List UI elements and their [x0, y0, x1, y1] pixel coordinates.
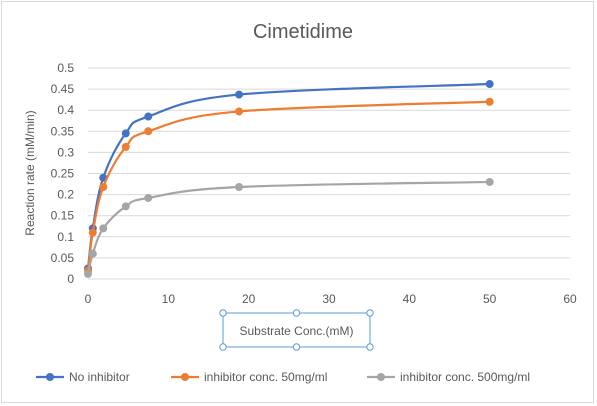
- legend-item: inhibitor conc. 50mg/ml: [171, 370, 327, 384]
- data-point: [144, 112, 153, 121]
- x-tick-label: 30: [322, 292, 336, 306]
- y-tick-label: 0.1: [57, 230, 74, 244]
- legend-label: No inhibitor: [69, 370, 130, 384]
- data-point: [121, 129, 130, 138]
- x-tick-label: 60: [563, 292, 577, 306]
- data-point: [99, 224, 108, 233]
- legend-marker: [377, 373, 385, 381]
- data-point: [121, 142, 130, 151]
- y-tick-label: 0: [67, 272, 74, 286]
- series-3: [84, 177, 494, 278]
- data-point: [235, 107, 244, 116]
- data-point: [235, 183, 244, 192]
- data-point: [88, 249, 97, 258]
- data-point: [485, 80, 494, 89]
- legend-label: inhibitor conc. 50mg/ml: [204, 370, 327, 384]
- legend-marker: [46, 373, 54, 381]
- x-axis-ticks: 0 10 20 30 40 50 60: [85, 292, 577, 306]
- data-point: [88, 228, 97, 237]
- data-point: [485, 97, 494, 106]
- data-point: [84, 269, 92, 278]
- legend-label: inhibitor conc. 500mg/ml: [400, 370, 530, 384]
- legend-item: No inhibitor: [36, 370, 130, 384]
- data-point: [99, 183, 108, 192]
- x-tick-label: 40: [403, 292, 417, 306]
- chart-title: Cimetidime: [253, 21, 353, 43]
- y-axis-label: Reaction rate (mM/min): [23, 110, 37, 235]
- x-tick-label: 50: [483, 292, 497, 306]
- y-tick-label: 0.15: [51, 209, 75, 223]
- legend-marker: [181, 373, 189, 381]
- gridlines: [88, 67, 570, 280]
- y-tick-label: 0.45: [51, 82, 75, 96]
- legend: No inhibitor inhibitor conc. 50mg/ml inhib…: [36, 370, 530, 384]
- series-line: [86, 82, 490, 269]
- data-point: [121, 202, 130, 211]
- data-point: [144, 127, 153, 136]
- x-tick-label: 0: [85, 292, 92, 306]
- data-point: [235, 90, 244, 99]
- y-tick-label: 0.5: [57, 61, 74, 75]
- y-axis-ticks: 0 0.05 0.1 0.15 0.2 0.25 0.3 0.35 0.4 0.45 0.5: [51, 61, 75, 286]
- data-point: [144, 193, 153, 202]
- y-tick-label: 0.3: [57, 145, 74, 159]
- x-axis-label: Substrate Conc.(mM): [239, 324, 353, 338]
- y-tick-label: 0.4: [57, 103, 74, 117]
- x-tick-label: 10: [162, 292, 176, 306]
- y-tick-label: 0.35: [51, 124, 75, 138]
- y-tick-label: 0.2: [57, 188, 74, 202]
- x-axis-title-box[interactable]: Substrate Conc.(mM): [219, 309, 374, 351]
- data-point: [485, 177, 494, 186]
- y-tick-label: 0.05: [51, 251, 75, 265]
- y-tick-label: 0.25: [51, 167, 75, 181]
- legend-item: inhibitor conc. 500mg/ml: [367, 370, 530, 384]
- x-tick-label: 20: [242, 292, 256, 306]
- plot-area: [84, 80, 494, 278]
